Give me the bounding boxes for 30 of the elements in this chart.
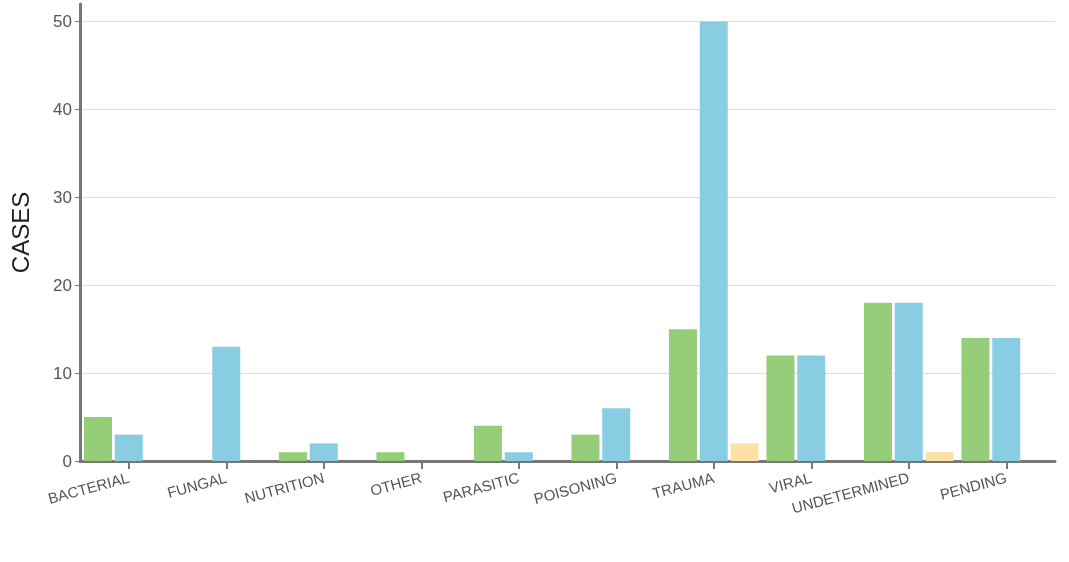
bar — [668, 329, 697, 461]
bar — [309, 443, 338, 461]
bar — [376, 452, 405, 461]
bar — [730, 443, 759, 461]
bar — [863, 302, 892, 461]
y-tick-label: 30 — [53, 187, 72, 207]
bar — [83, 417, 112, 461]
bar — [992, 337, 1021, 461]
bar — [766, 355, 795, 461]
y-tick-label: 20 — [53, 275, 72, 295]
bar — [212, 346, 241, 461]
bar — [473, 425, 502, 461]
y-tick-label: 50 — [53, 12, 72, 32]
y-tick-label: 10 — [53, 363, 72, 383]
bar — [797, 355, 826, 461]
bar — [114, 434, 143, 461]
bar — [278, 452, 307, 461]
bar — [602, 408, 631, 461]
bar — [925, 452, 954, 461]
x-tick-label: OTHER — [368, 468, 424, 499]
bar — [504, 452, 533, 461]
y-tick-label: 40 — [53, 99, 72, 119]
bar — [699, 21, 728, 461]
bar — [961, 337, 990, 461]
y-tick-label: 0 — [62, 451, 72, 471]
y-axis-title: CASES — [6, 191, 34, 274]
bar — [894, 302, 923, 461]
bar — [571, 434, 600, 461]
x-tick-label: TRAUMA — [650, 468, 716, 502]
x-tick-label: FUNGAL — [165, 468, 229, 501]
